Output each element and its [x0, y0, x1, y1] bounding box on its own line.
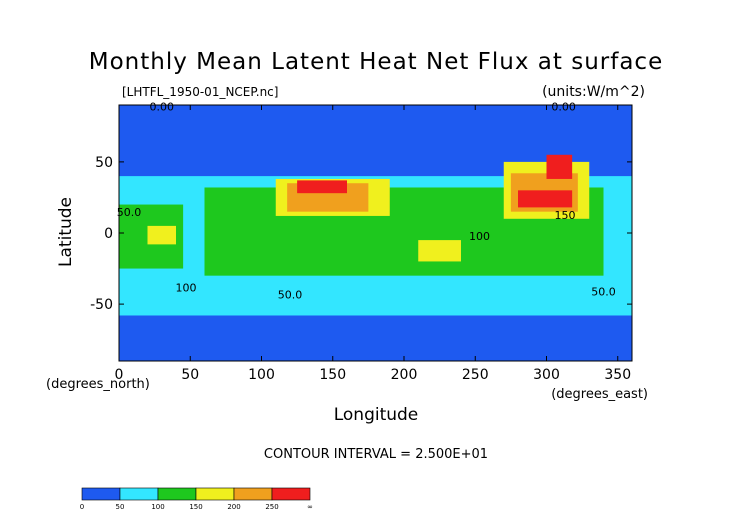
colorbar-swatch — [271, 487, 311, 501]
plot-area — [118, 104, 633, 362]
field-region — [518, 190, 573, 208]
x-tick-label: 200 — [391, 367, 418, 383]
colorbar-swatch — [157, 487, 197, 501]
contour-label: 50.0 — [591, 286, 616, 299]
contour-label: 50.0 — [278, 288, 303, 301]
y-tick-label: -50 — [90, 297, 113, 313]
contour-label: 100 — [469, 230, 490, 243]
colorbar-label: 100 — [151, 503, 164, 511]
field-region — [147, 225, 176, 245]
colorbar-swatch — [233, 487, 273, 501]
colorbar-swatch — [81, 487, 121, 501]
x-tick-label: 0 — [115, 367, 124, 383]
colorbar-label: 50 — [116, 503, 125, 511]
field-region — [297, 180, 347, 194]
x-tick-label: 50 — [181, 367, 199, 383]
colorbar-label: 200 — [227, 503, 240, 511]
colorbar-label: 150 — [189, 503, 202, 511]
x-tick-label: 350 — [604, 367, 631, 383]
x-tick-label: 250 — [462, 367, 489, 383]
field-region — [546, 154, 573, 179]
colorbar-swatch — [195, 487, 235, 501]
contour-interval-text: CONTOUR INTERVAL = 2.500E+01 — [264, 447, 488, 462]
units-label: (units:W/m^2) — [542, 84, 645, 100]
file-label: [LHTFL_1950-01_NCEP.nc] — [122, 85, 278, 99]
colorbar-labels: 0 50 100 150 200 250 ∞ — [80, 503, 313, 511]
y-unit-label: (degrees_north) — [46, 377, 150, 392]
field-region — [418, 240, 461, 262]
contour-label: 50.0 — [117, 206, 142, 219]
contour-label: 0.00 — [150, 101, 175, 114]
x-tick-labels: 0 50 100 150 200 250 300 350 — [115, 105, 631, 383]
contour-label: 0.00 — [551, 101, 576, 114]
colorbar-swatch — [119, 487, 159, 501]
contour-label: 150 — [555, 209, 576, 222]
x-tick-label: 300 — [533, 367, 560, 383]
x-axis-label: Longitude — [334, 405, 419, 425]
y-axis-label: Latitude — [56, 197, 76, 267]
x-tick-label: 100 — [248, 367, 275, 383]
chart-title: Monthly Mean Latent Heat Net Flux at sur… — [89, 49, 663, 75]
x-unit-label: (degrees_east) — [551, 387, 648, 402]
colorbar — [81, 487, 311, 501]
contour-label: 100 — [175, 281, 196, 294]
colorbar-label: ∞ — [307, 503, 313, 511]
colorbar-label: 0 — [80, 503, 84, 511]
x-tick-label: 150 — [319, 367, 346, 383]
y-tick-label: 0 — [104, 226, 113, 242]
colorbar-label: 250 — [265, 503, 278, 511]
y-tick-label: 50 — [95, 155, 113, 171]
contour-labels: 0.00 0.00 50.0 100 50.0 100 150 50.0 — [117, 101, 616, 302]
y-tick-labels: 50 0 -50 — [90, 155, 632, 313]
